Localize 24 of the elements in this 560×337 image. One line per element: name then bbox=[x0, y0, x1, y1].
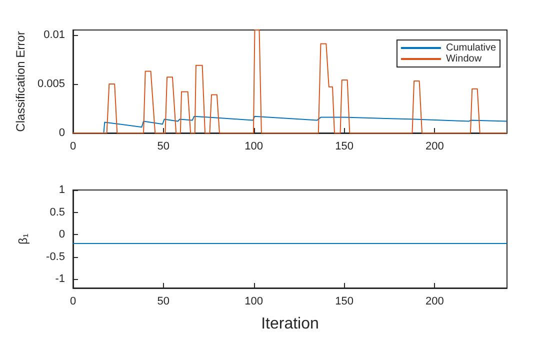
x-tick-label: 200 bbox=[425, 296, 444, 308]
y-tick-label: 0.01 bbox=[44, 28, 65, 41]
x-tick-label: 50 bbox=[157, 140, 170, 152]
y-tick-label: 0 bbox=[58, 127, 65, 139]
y-axis-title: β₁ bbox=[16, 234, 30, 244]
y-tick-label: 0.5 bbox=[50, 206, 65, 218]
y-tick-label: 0 bbox=[58, 228, 65, 241]
line-series bbox=[72, 30, 508, 134]
x-tick-label: 0 bbox=[70, 140, 76, 152]
x-tick-label: 100 bbox=[244, 296, 264, 308]
x-tick-label: 50 bbox=[157, 296, 170, 308]
x-tick-label: 150 bbox=[335, 296, 354, 308]
x-tick-label: 100 bbox=[244, 140, 264, 152]
x-tick-label: 0 bbox=[70, 296, 76, 308]
x-tick-label: 200 bbox=[425, 140, 444, 152]
y-tick-label: 0.005 bbox=[37, 78, 65, 90]
legend-label: Window bbox=[446, 54, 482, 64]
y-tick-label: 1 bbox=[58, 184, 65, 196]
legend-label: Cumulative bbox=[446, 42, 496, 54]
x-tick-label: 150 bbox=[335, 140, 354, 152]
x-axis-title: Iteration bbox=[261, 316, 319, 332]
y-tick-label: -0.5 bbox=[46, 250, 65, 263]
y-axis-title: Classification Error bbox=[14, 31, 28, 132]
y-tick-label: -1 bbox=[55, 273, 65, 286]
